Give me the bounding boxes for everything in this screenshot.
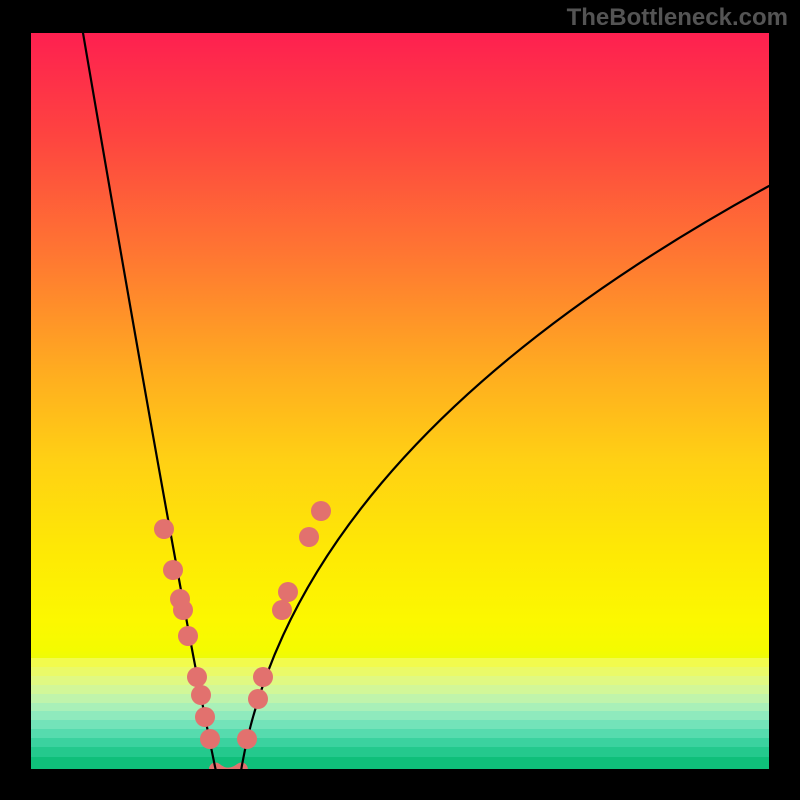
data-dot [200, 729, 220, 749]
data-dot [163, 560, 183, 580]
data-dot [154, 519, 174, 539]
plot-frame [31, 31, 769, 769]
data-dot [248, 689, 268, 709]
data-dot [299, 527, 319, 547]
plot-area [31, 31, 769, 769]
curve-right-branch [241, 186, 769, 769]
data-dot [253, 667, 273, 687]
v-curve [31, 31, 769, 769]
data-dot [187, 667, 207, 687]
data-dot [178, 626, 198, 646]
curve-left-branch [83, 31, 216, 769]
data-dot [311, 501, 331, 521]
data-dot [278, 582, 298, 602]
data-dot [237, 729, 257, 749]
data-dot [195, 707, 215, 727]
data-dot [173, 600, 193, 620]
data-dot [272, 600, 292, 620]
watermark-text: TheBottleneck.com [567, 4, 788, 32]
data-dot [191, 685, 211, 705]
